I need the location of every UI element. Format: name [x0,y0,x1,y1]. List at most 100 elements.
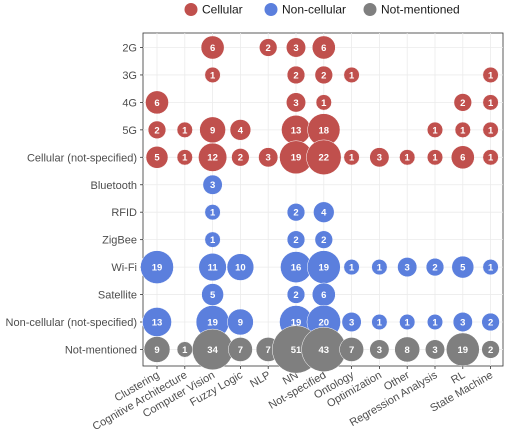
bubble-label-10-8: 1 [377,317,383,328]
bubble-label-2-6: 1 [321,98,327,109]
bubble-label-1-6: 2 [321,70,326,81]
bubble-label-4-9: 1 [405,153,411,164]
bubble-0-6 [311,35,336,60]
bubble-label-3-3: 4 [238,125,244,136]
legend-label-2: Not-mentioned [381,3,460,17]
bubble-4-2 [198,142,228,172]
bubble-4-9 [399,149,416,166]
bubble-10-7 [341,312,362,332]
y-tick-label-8: Wi-Fi [111,262,137,274]
bubble-label-8-12: 1 [488,263,494,274]
bubble-label-4-7: 1 [349,153,355,164]
bubble-3-10 [426,121,444,138]
bubble-label-2-5: 3 [293,98,298,109]
bubble-3-0 [147,120,167,139]
bubble-label-2-12: 1 [488,98,494,109]
bubble-label-10-5: 19 [291,317,302,328]
bubble-label-11-10: 3 [432,345,437,356]
bubble-8-7 [343,259,360,276]
bubble-4-1 [176,149,193,166]
bubble-label-10-2: 19 [207,317,218,328]
bubble-4-3 [231,148,250,167]
bubble-label-11-3: 7 [238,345,243,356]
bubble-7-2 [204,231,221,248]
bubble-10-11 [452,312,473,332]
bubble-label-7-5: 2 [293,235,298,246]
bubble-label-4-1: 1 [182,153,188,164]
x-tick-label-4: NLP [248,369,273,390]
bubble-4-6 [306,139,342,175]
bubble-10-8 [371,313,388,331]
bubble-2-6 [315,94,332,111]
legend-label-1: Non-cellular [282,3,346,17]
bubble-4-8 [369,147,390,168]
bubble-8-10 [425,257,445,277]
bubble-label-1-5: 2 [293,70,298,81]
legend: Cellular Non-cellular Not-mentioned [184,3,460,17]
bubble-label-3-5: 13 [291,125,302,136]
bubble-label-11-12: 2 [488,345,493,356]
bubble-label-4-5: 19 [291,153,302,164]
bubble-6-6 [313,201,335,223]
bubble-label-8-9: 3 [405,263,410,274]
y-tick-label-1: 3G [122,70,137,82]
y-tick-label-0: 2G [122,43,137,55]
bubble-8-3 [226,253,255,281]
bubbles: 6 2 3 61 2 2 1 16 3 1 2 12 1 9 4 13 18 1 1 15 1 12 2 3 19 22 1 3 1 1 6… [140,35,500,374]
bubble-label-8-11: 5 [460,263,466,274]
bubble-1-5 [286,65,306,85]
bubble-label-10-11: 3 [460,317,465,328]
bubble-label-6-2: 1 [210,208,216,219]
bubble-label-4-2: 12 [207,153,218,164]
bubble-label-2-0: 6 [154,98,159,109]
y-axis-tick-labels: 2G 3G 4G 5G Cellular (not-specified) Bluetoot… [6,43,143,356]
bubble-11-10 [425,339,445,360]
y-tick-label-9: Satellite [98,290,137,302]
bubble-label-3-11: 1 [460,125,466,136]
bubble-4-0 [145,146,169,169]
bubble-label-8-3: 10 [235,263,246,274]
bubble-label-9-2: 5 [210,290,216,301]
bubble-7-6 [314,230,333,249]
bubble-11-8 [369,339,390,360]
bubble-label-8-7: 1 [349,263,355,274]
bubble-0-2 [200,35,225,60]
bubble-2-0 [145,90,169,115]
bubble-11-11 [446,332,480,367]
bubble-8-11 [451,255,475,279]
bubble-label-3-12: 1 [488,125,494,136]
bubble-label-4-3: 2 [238,153,243,164]
bubble-8-8 [371,259,388,276]
bubble-8-0 [140,250,174,284]
bubble-label-11-6: 43 [319,345,330,356]
bubble-label-10-7: 3 [349,317,354,328]
bubble-label-11-11: 19 [458,345,469,356]
bubble-10-12 [481,312,500,332]
bubble-label-2-11: 2 [460,98,465,109]
bubble-label-6-6: 4 [321,208,327,219]
bubble-2-5 [286,92,306,113]
y-tick-label-2: 4G [122,97,137,109]
bubble-label-11-7: 7 [349,345,354,356]
bubble-label-8-6: 19 [319,263,330,274]
bubble-label-10-3: 9 [238,317,243,328]
bubble-3-12 [482,121,499,138]
bubble-label-11-0: 9 [154,345,159,356]
bubble-label-4-4: 3 [266,153,271,164]
bubble-label-0-6: 6 [321,43,326,54]
bubble-label-3-10: 1 [432,125,438,136]
bubble-label-3-2: 9 [210,125,215,136]
bubble-label-4-10: 1 [432,153,438,164]
bubble-1-7 [343,66,360,83]
y-tick-label-4: Cellular (not-specified) [27,152,137,164]
bubble-3-11 [454,121,471,138]
bubble-11-0 [143,336,171,363]
legend-key-1 [264,3,278,16]
legend-key-2 [363,3,377,16]
bubble-10-9 [399,313,416,331]
bubble-label-4-8: 3 [377,153,382,164]
bubble-label-1-7: 1 [349,70,355,81]
bubble-label-3-6: 18 [319,125,330,136]
bubble-11-7 [339,337,364,362]
